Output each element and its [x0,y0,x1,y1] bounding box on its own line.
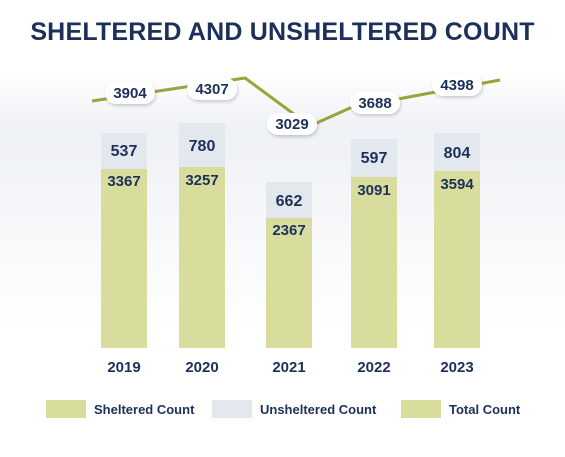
total-label-box-2020 [187,78,237,100]
legend-swatch-sheltered [46,400,86,418]
data-label-sheltered-2019: 3367 [107,173,140,190]
data-label-unsheltered-2021: 662 [276,193,303,210]
data-label-sheltered-2021: 2367 [272,222,305,239]
data-label-total-2022: 3688 [358,95,391,112]
x-tick-label-2021: 2021 [272,359,305,376]
total-label-box-2019 [105,82,155,104]
data-label-unsheltered-2023: 804 [444,145,471,162]
chart-title: SHELTERED AND UNSHELTERED COUNT [30,18,535,46]
bar-sheltered-2019 [101,169,147,348]
bar-unsheltered-2019 [101,133,147,169]
bar-sheltered-2020 [179,167,225,348]
data-label-total-2021: 3029 [275,116,308,133]
data-label-sheltered-2020: 3257 [185,172,218,189]
x-tick-label-2022: 2022 [357,359,390,376]
legend-item-total: Total Count [401,396,520,422]
bar-sheltered-2021 [266,218,312,348]
data-label-unsheltered-2020: 780 [189,138,216,155]
x-tick-label-2019: 2019 [107,359,140,376]
legend-swatch-total [401,400,441,418]
legend-item-unsheltered: Unsheltered Count [212,396,376,422]
total-label-box-2023 [432,74,482,96]
legend: Sheltered Count Unsheltered Count Total … [0,396,565,422]
bar-unsheltered-2020 [179,123,225,167]
data-label-unsheltered-2019: 537 [111,143,138,160]
legend-item-sheltered: Sheltered Count [46,396,194,422]
legend-swatch-unsheltered [212,400,252,418]
bar-sheltered-2023 [434,171,480,348]
bar-unsheltered-2021 [266,182,312,218]
legend-label-sheltered: Sheltered Count [94,401,195,417]
total-label-box-2022 [350,92,400,114]
data-label-sheltered-2023: 3594 [440,176,474,193]
data-label-total-2023: 4398 [440,77,473,94]
x-tick-label-2023: 2023 [440,359,473,376]
legend-label-total: Total Count [449,401,521,417]
data-label-total-2019: 3904 [113,85,147,102]
data-label-unsheltered-2022: 597 [361,150,388,167]
x-tick-label-2020: 2020 [185,359,218,376]
legend-label-unsheltered: Unsheltered Count [260,401,377,417]
data-label-total-2020: 4307 [195,81,228,98]
data-label-sheltered-2022: 3091 [357,182,390,199]
bar-unsheltered-2022 [351,139,397,177]
bar-unsheltered-2023 [434,133,480,171]
bar-sheltered-2022 [351,177,397,348]
total-label-box-2021 [267,113,317,135]
